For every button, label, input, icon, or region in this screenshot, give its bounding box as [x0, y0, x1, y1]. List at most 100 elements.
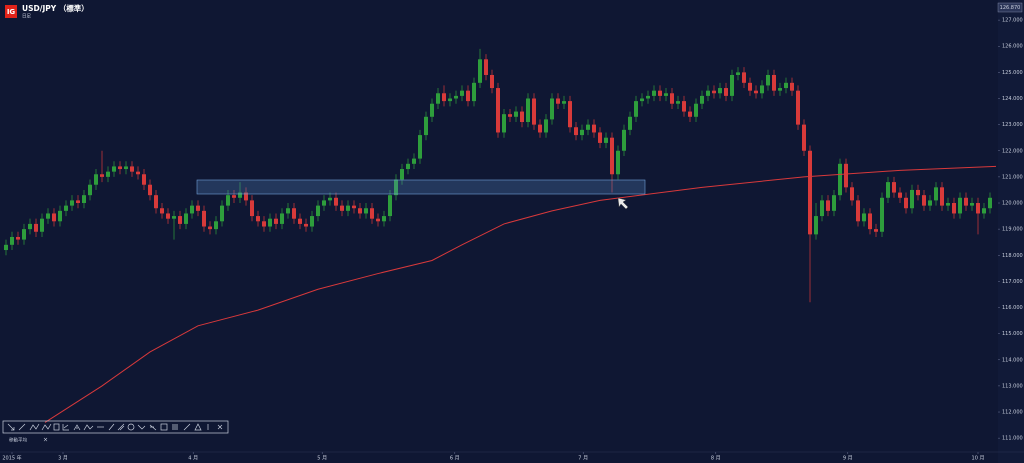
tool-measure[interactable] [149, 424, 157, 431]
candle-body [880, 197, 884, 232]
candle-body [466, 90, 470, 102]
tool-segment[interactable] [183, 423, 191, 431]
tool-path[interactable] [137, 424, 146, 430]
candle-body [22, 229, 26, 240]
candle-body [238, 192, 242, 198]
candle-body [178, 216, 182, 224]
indicator-close[interactable]: × [43, 437, 48, 444]
candle-body [82, 195, 86, 204]
candle-body [610, 137, 614, 175]
price-axis [998, 0, 1024, 463]
tool-fib[interactable] [53, 423, 60, 431]
candle-body [232, 195, 236, 198]
candle-body [280, 213, 284, 224]
x-tick-label: 3 月 [58, 456, 68, 462]
candle-body [886, 182, 890, 198]
tool-ray[interactable] [108, 423, 115, 431]
tool-circle[interactable] [127, 423, 135, 431]
tool-pen[interactable] [117, 423, 125, 431]
candle-body [700, 95, 704, 104]
candle-body [514, 111, 518, 117]
candle-body [154, 195, 158, 209]
y-tick-label: 117.000 [1002, 279, 1023, 285]
y-tick-label: 118.000 [1002, 253, 1023, 259]
tool-line[interactable] [18, 423, 26, 431]
candle-body [742, 72, 746, 83]
tool-rect[interactable] [160, 423, 168, 431]
candle-body [568, 101, 572, 128]
tool-pitch[interactable] [73, 424, 81, 431]
candle-body [676, 101, 680, 104]
candle-body [778, 88, 782, 91]
candle-body [598, 132, 602, 143]
candle-body [928, 200, 932, 206]
candle-body [652, 90, 656, 96]
candle-body [754, 90, 758, 94]
candle-body [436, 93, 440, 104]
candle-body [370, 208, 374, 219]
candle-body [952, 203, 956, 214]
candle-body [586, 124, 590, 130]
candle-body [766, 74, 770, 86]
candle-body [658, 90, 662, 96]
y-tick-label: 116.000 [1002, 305, 1023, 311]
candle-body [88, 184, 92, 196]
candle-body [718, 88, 722, 94]
candle-body [850, 187, 854, 201]
tool-triangle[interactable] [194, 423, 202, 431]
candle-body [544, 119, 548, 133]
candle-body [664, 93, 668, 96]
tool-polyline[interactable] [29, 423, 40, 431]
candle-body [202, 210, 206, 227]
symbol: USD/JPY （標準） [22, 3, 89, 13]
candle-body [946, 203, 950, 206]
candle-body [142, 174, 146, 185]
tool-trend[interactable] [62, 424, 69, 431]
candle-body [724, 88, 728, 96]
candle-body [922, 195, 926, 206]
candle-body [904, 197, 908, 209]
tool-elliott[interactable] [83, 424, 94, 431]
candle-body [898, 192, 902, 198]
candle-body [790, 82, 794, 91]
candle-body [988, 197, 992, 209]
candle-body [592, 124, 596, 133]
candle-body [460, 90, 464, 96]
candle-body [418, 135, 422, 159]
candle-body [358, 208, 362, 214]
candle-body [64, 205, 68, 211]
y-tick-label: 114.000 [1002, 357, 1023, 363]
candle-body [826, 200, 830, 211]
candle-body [136, 171, 140, 175]
candle-body [46, 213, 50, 219]
candle-body [694, 103, 698, 117]
candle-body [100, 174, 104, 177]
toolbar-close[interactable] [217, 424, 223, 430]
candle-body [10, 236, 14, 245]
tool-arrow[interactable] [7, 423, 15, 431]
y-tick-label: 121.000 [1002, 174, 1023, 180]
candle-body [220, 205, 224, 222]
candle-body [862, 213, 866, 222]
candle-body [196, 205, 200, 211]
candle-body [442, 93, 446, 102]
x-tick-label: 6 月 [450, 456, 460, 462]
candle-body [286, 208, 290, 214]
candle-body [730, 74, 734, 96]
candle-body [970, 203, 974, 206]
candle-body [214, 221, 218, 230]
candle-body [496, 88, 500, 133]
candle-body [820, 200, 824, 217]
moving-average [44, 165, 997, 423]
indicator-label: 移動平均 [9, 437, 27, 444]
candle-body [52, 213, 56, 222]
y-tick-label: 125.000 [1002, 70, 1023, 76]
candle-body [388, 195, 392, 217]
candle-body [190, 205, 194, 214]
candle-body [292, 208, 296, 219]
candle-body [868, 213, 872, 230]
tool-channel[interactable] [172, 424, 178, 430]
tool-wave[interactable] [41, 423, 52, 431]
candle-body [508, 114, 512, 117]
candle-body [688, 111, 692, 117]
